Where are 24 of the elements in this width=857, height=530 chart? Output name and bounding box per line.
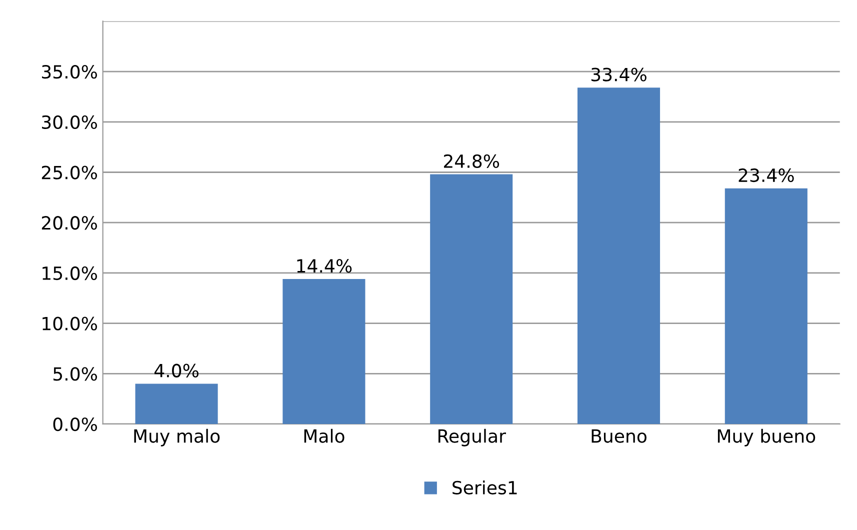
y-tick-label: 20.0% — [42, 216, 97, 230]
data-label: 14.4% — [297, 259, 352, 273]
y-tick-label: 0.0% — [53, 417, 97, 432]
bar — [724, 188, 808, 424]
bar — [282, 278, 366, 424]
y-tick-label: 10.0% — [42, 316, 97, 330]
y-tick-label: 30.0% — [42, 115, 97, 130]
y-tick-label: 15.0% — [42, 266, 97, 280]
bar — [577, 88, 660, 424]
data-label: 24.8% — [444, 154, 500, 168]
data-label: 23.4% — [738, 168, 794, 182]
legend-label: Series1 — [452, 480, 517, 495]
y-tick-label: 5.0% — [54, 367, 97, 381]
x-tick-label: Muy bueno — [718, 428, 816, 446]
x-tick-label: Bueno — [592, 429, 646, 443]
x-tick-label: Malo — [304, 428, 344, 443]
x-tick-label: Regular — [438, 428, 506, 446]
bar — [430, 174, 513, 424]
data-label: 33.4% — [591, 68, 646, 82]
y-tick-label: 35.0% — [42, 65, 97, 79]
bar — [135, 384, 218, 424]
y-tick-label: 25.0% — [42, 166, 97, 180]
x-tick-label: Muy malo — [134, 428, 220, 446]
data-label: 4.0% — [154, 364, 198, 378]
